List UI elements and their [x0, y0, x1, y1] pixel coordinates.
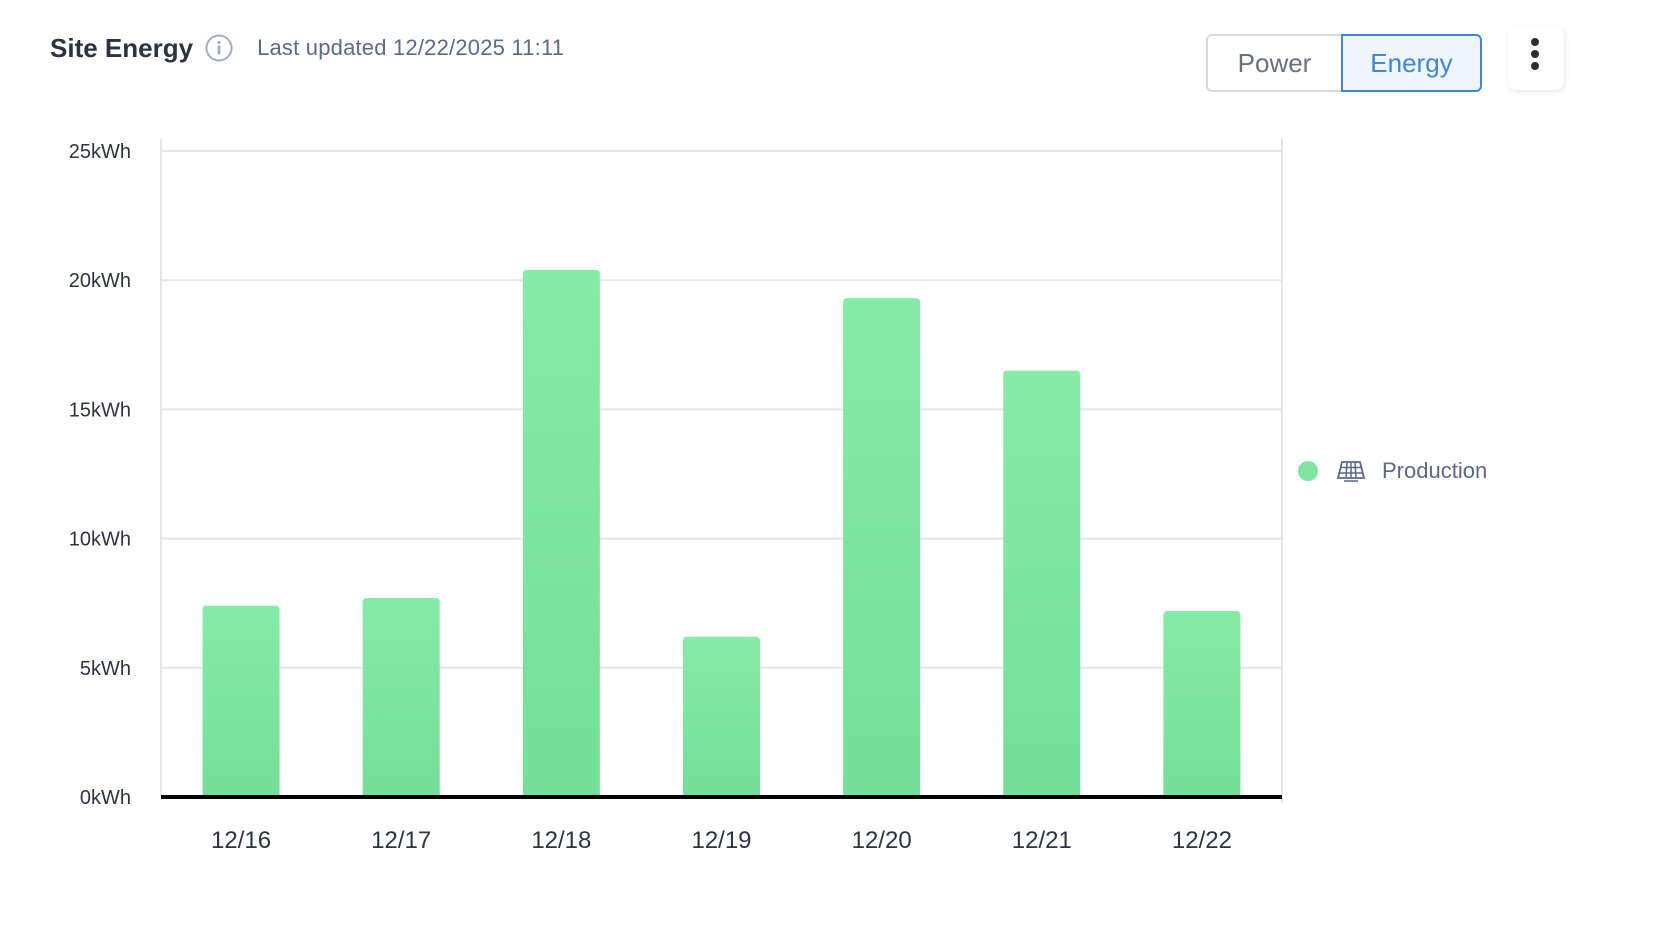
y-tick-label: 25kWh: [69, 141, 131, 163]
bar-12-21[interactable]: [1003, 370, 1081, 797]
x-axis-ticks: 12/16 12/17 12/18 12/19 12/20 12/21 12/22: [211, 827, 1232, 854]
legend-item-production[interactable]: Production: [1298, 458, 1487, 484]
legend-label: Production: [1382, 458, 1488, 483]
y-tick-label: 0kWh: [80, 787, 131, 809]
y-tick-label: 10kWh: [69, 529, 131, 551]
bars: [202, 269, 1241, 797]
bar-12-19[interactable]: [683, 636, 760, 797]
last-updated-text: Last updated 12/22/2025 11:11: [257, 35, 565, 60]
chart-title: Site Energy: [50, 32, 194, 63]
y-tick-label: 5kWh: [80, 658, 131, 680]
bar-12-17[interactable]: [362, 598, 440, 797]
info-icon[interactable]: [205, 34, 233, 62]
x-tick-label: 12/20: [852, 827, 912, 854]
x-tick-label: 12/17: [371, 827, 431, 854]
bar-12-20[interactable]: [843, 298, 921, 797]
x-tick-label: 12/18: [531, 827, 591, 854]
x-tick-label: 12/21: [1012, 827, 1072, 854]
legend-marker: [1298, 461, 1318, 481]
bar-12-16[interactable]: [202, 605, 280, 797]
power-toggle-button[interactable]: Power: [1206, 34, 1341, 92]
x-tick-label: 12/16: [211, 827, 271, 854]
power-energy-toggle: Power Energy: [1206, 34, 1482, 92]
y-tick-label: 20kWh: [69, 270, 131, 292]
x-tick-label: 12/19: [691, 827, 751, 854]
more-options-button[interactable]: [1508, 26, 1564, 90]
bar-12-22[interactable]: [1163, 610, 1241, 797]
x-tick-label: 12/22: [1172, 827, 1232, 854]
y-tick-label: 15kWh: [69, 399, 131, 421]
y-axis-ticks: 0kWh 5kWh 10kWh 15kWh 20kWh 25kWh: [69, 141, 131, 809]
bar-12-18[interactable]: [522, 269, 600, 797]
solar-panel-icon: [1336, 459, 1366, 483]
grid-lines: [160, 139, 1283, 803]
chart-header: Site Energy Last updated 12/22/2025 11:1…: [50, 28, 564, 68]
vertical-dots-icon: [1531, 38, 1539, 70]
energy-toggle-button[interactable]: Energy: [1341, 34, 1482, 92]
